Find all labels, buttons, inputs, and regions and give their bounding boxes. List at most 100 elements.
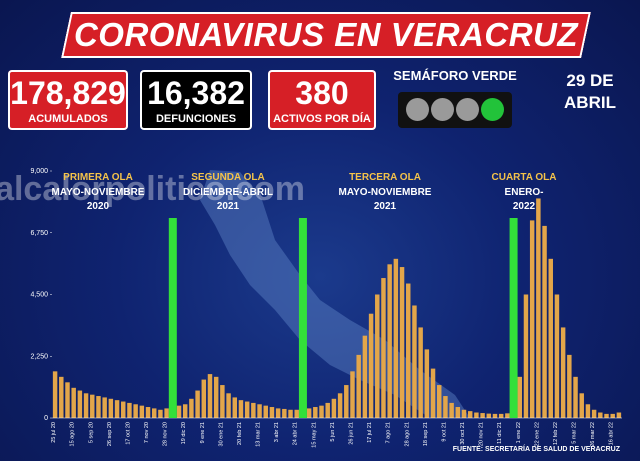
bar <box>560 327 566 418</box>
bar <box>430 368 436 418</box>
bar <box>269 407 275 418</box>
bar <box>424 349 430 418</box>
traffic-light <box>398 92 512 128</box>
bar <box>52 371 58 418</box>
bar <box>306 408 312 418</box>
bar <box>263 405 268 418</box>
wave-marker <box>509 218 518 418</box>
bar <box>523 294 529 418</box>
x-tick-label: 17 oct 20 <box>125 422 131 445</box>
y-tick-label: 9,000 <box>30 168 48 175</box>
bar <box>548 258 553 418</box>
x-tick-label: 24 abr 21 <box>293 422 299 445</box>
bar <box>102 397 107 418</box>
x-tick-label: 9 ene 21 <box>200 422 206 443</box>
bar <box>139 405 145 418</box>
bar <box>121 401 126 418</box>
annotation-text: 2020 <box>87 201 110 212</box>
bar <box>201 379 207 418</box>
stat-value: 178,829 <box>10 75 126 111</box>
stat-value: 380 <box>295 75 349 111</box>
annotation-text: MAYO-NOVIEMBRE <box>52 187 145 198</box>
bar <box>406 283 411 418</box>
bar <box>189 398 194 418</box>
x-tick-label: 13 mar 21 <box>256 422 262 447</box>
bar <box>542 225 547 418</box>
x-tick-label: 12 feb 22 <box>553 422 559 445</box>
bar <box>158 409 163 418</box>
x-tick-label: 19 dic 20 <box>181 422 187 444</box>
bar <box>337 393 343 418</box>
bar <box>517 376 523 418</box>
bar <box>412 305 417 418</box>
bar <box>257 404 262 418</box>
bar <box>164 408 169 418</box>
annotation-text: 2022 <box>513 201 536 212</box>
bar <box>529 220 535 418</box>
bar <box>368 313 374 418</box>
x-tick-label: 26 jun 21 <box>348 422 354 445</box>
annotation-title: SEGUNDA OLA <box>191 172 265 183</box>
bar <box>536 198 541 418</box>
bar <box>176 405 182 418</box>
bar <box>182 404 188 418</box>
bar <box>244 401 250 418</box>
stat-box: 178,829 ACUMULADOS <box>8 70 128 130</box>
stat-label: ACTIVOS POR DÍA <box>273 113 371 125</box>
bar <box>213 376 219 418</box>
annotation-title: PRIMERA OLA <box>63 172 133 183</box>
bar <box>331 398 337 418</box>
bar <box>83 393 89 418</box>
annotation-title: CUARTA OLA <box>492 172 557 183</box>
bar <box>604 413 609 418</box>
bar <box>598 412 603 418</box>
annotation-text: MAYO-NOVIEMBRE <box>339 187 432 198</box>
bar <box>288 409 293 418</box>
y-tick-label: 2,250 <box>30 353 48 360</box>
bar <box>108 398 114 418</box>
bar <box>387 264 392 418</box>
x-tick-label: 22 ene 22 <box>534 422 540 446</box>
bar <box>232 397 238 418</box>
light-off <box>406 98 429 121</box>
bar <box>145 407 151 418</box>
y-tick-label: 0 <box>44 415 48 422</box>
x-tick-label: 15 ago 20 <box>70 422 76 446</box>
bar <box>96 396 101 418</box>
bar <box>220 385 225 418</box>
annotation-text: DICIEMBRE-ABRIL <box>183 187 273 198</box>
bar <box>436 385 442 418</box>
annotation-text: 2021 <box>374 201 397 212</box>
bar <box>399 267 405 418</box>
bar <box>344 385 349 418</box>
bar <box>90 394 95 418</box>
bar <box>226 393 231 418</box>
light-off <box>456 98 479 121</box>
bar <box>207 374 213 418</box>
annotation-text: ENERO- <box>505 187 544 198</box>
bar <box>474 412 479 418</box>
semaforo-label: SEMÁFORO VERDE <box>393 68 517 83</box>
x-tick-label: 30 oct 21 <box>460 422 466 445</box>
bar <box>114 400 120 418</box>
bar <box>238 400 244 418</box>
bar <box>585 404 591 418</box>
x-tick-label: 9 oct 21 <box>441 422 447 442</box>
bar <box>325 402 330 418</box>
x-tick-label: 17 jul 21 <box>367 422 373 443</box>
stat-box: 380 ACTIVOS POR DÍA <box>268 70 376 130</box>
bar <box>443 396 448 418</box>
light-off <box>431 98 454 121</box>
source: FUENTE: SECRETARÍA DE SALUD DE VERACRUZ <box>453 444 621 453</box>
bar <box>480 413 485 418</box>
x-tick-label: 1 ene 22 <box>516 422 522 443</box>
x-tick-label: 5 mar 22 <box>572 422 578 444</box>
x-tick-label: 16 abr 22 <box>609 422 615 445</box>
bar <box>350 371 355 418</box>
stat-label: ACUMULADOS <box>28 113 108 125</box>
bar <box>461 409 467 418</box>
stat-value: 16,382 <box>147 75 245 111</box>
x-tick-label: 7 ago 21 <box>386 422 392 443</box>
